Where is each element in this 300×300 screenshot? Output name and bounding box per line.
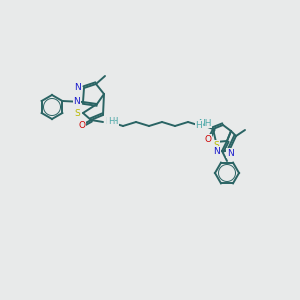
Text: N: N <box>74 83 81 92</box>
Text: H: H <box>108 116 114 125</box>
Text: N: N <box>213 146 220 155</box>
Text: O: O <box>79 121 86 130</box>
Text: NH: NH <box>105 118 119 127</box>
Text: N: N <box>226 148 233 158</box>
Text: H: H <box>195 121 202 130</box>
Text: S: S <box>74 109 80 118</box>
Text: S: S <box>213 140 219 149</box>
Text: N: N <box>73 98 80 106</box>
Text: O: O <box>205 134 212 143</box>
Text: NH: NH <box>198 118 212 127</box>
